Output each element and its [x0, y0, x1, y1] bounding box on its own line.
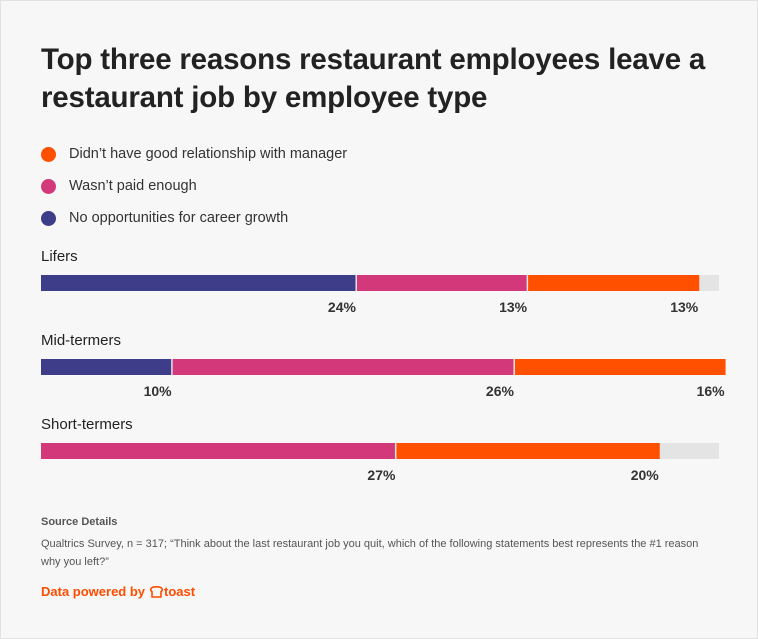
bar-segment-mid-termers-2 — [514, 359, 726, 375]
bar-segment-lifers-1 — [356, 275, 527, 291]
chart-title: Top three reasons restaurant employees l… — [41, 43, 706, 114]
data-label-lifers-2: 13% — [670, 299, 699, 315]
brand-prefix: Data powered by — [41, 584, 146, 599]
legend-dot-manager — [41, 146, 56, 162]
legend-item-paid: Wasn’t paid enough — [41, 170, 347, 202]
bar-segment-short-termers-0 — [41, 443, 395, 459]
brand-footer: Data powered by toast — [41, 584, 195, 599]
legend-item-career: No opportunities for career growth — [41, 202, 347, 234]
bar-segment-short-termers-1 — [396, 443, 660, 459]
legend-label-manager: Didn’t have good relationship with manag… — [69, 146, 348, 162]
legend-label-career: No opportunities for career growth — [69, 210, 289, 226]
bar-segment-mid-termers-0 — [41, 359, 172, 375]
stacked-bar-chart: 24% 13% 13% 10% 26% 16% 27% 20% — [41, 275, 726, 483]
legend-dot-paid — [41, 178, 56, 194]
toast-logo: toast — [150, 584, 195, 599]
group-label-lifers: Lifers — [41, 248, 78, 265]
bar-segment-mid-termers-1 — [172, 359, 514, 375]
group-label-short-termers: Short-termers — [41, 416, 133, 433]
legend: Didn’t have good relationship with manag… — [41, 138, 347, 234]
toast-bread-icon — [150, 585, 164, 598]
source-title: Source Details — [41, 516, 118, 528]
bar-segment-lifers-2 — [528, 275, 700, 291]
bar-segment-lifers-0 — [41, 275, 356, 291]
source-text: Qualtrics Survey, n = 317; “Think about … — [41, 538, 699, 568]
brand-name: toast — [164, 584, 196, 599]
data-label-short-termers-1: 20% — [631, 467, 660, 483]
legend-dot-career — [41, 210, 56, 226]
data-label-short-termers-0: 27% — [367, 467, 396, 483]
legend-item-manager: Didn’t have good relationship with manag… — [41, 138, 347, 170]
data-label-mid-termers-1: 26% — [486, 383, 515, 399]
legend-label-paid: Wasn’t paid enough — [69, 178, 197, 194]
data-label-mid-termers-0: 10% — [144, 383, 173, 399]
data-label-mid-termers-2: 16% — [697, 383, 726, 399]
group-label-mid-termers: Mid-termers — [41, 332, 122, 349]
data-label-lifers-0: 24% — [328, 299, 357, 315]
data-label-lifers-1: 13% — [499, 299, 528, 315]
